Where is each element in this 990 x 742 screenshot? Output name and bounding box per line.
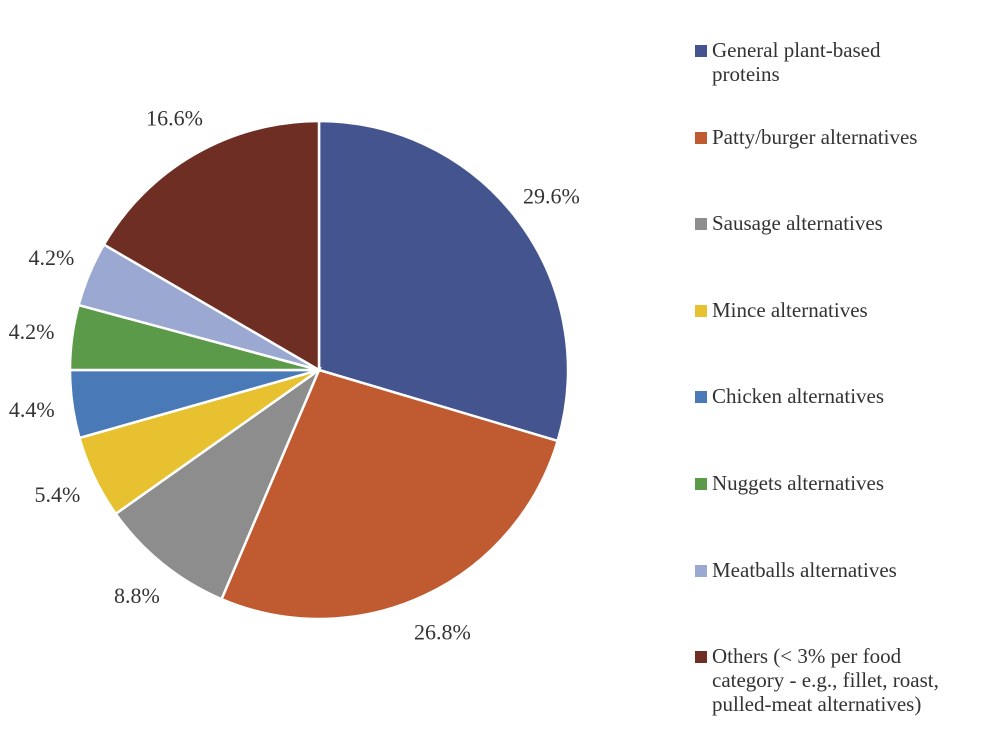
- pie-slice: [113, 366, 322, 601]
- legend-label: Others (< 3% per food category - e.g., f…: [712, 644, 939, 717]
- legend-swatch: [695, 391, 707, 404]
- legend-swatch: [695, 304, 707, 317]
- legend-swatch: [695, 478, 707, 490]
- data-label: 16.6%: [146, 106, 203, 131]
- legend-label: Mince alternatives: [712, 297, 868, 322]
- legend-item: Chicken alternatives: [695, 384, 965, 408]
- legend-label: Sausage alternatives: [712, 211, 883, 236]
- legend-item: Meatballs alternatives: [695, 558, 965, 582]
- legend-swatch: [695, 45, 707, 57]
- legend-item: General plant-based proteins: [695, 38, 915, 86]
- legend-label: Meatballs alternatives: [712, 557, 897, 582]
- legend-swatch: [695, 131, 707, 144]
- legend-item: Mince alternatives: [695, 298, 965, 322]
- legend-label: General plant-based proteins: [712, 38, 881, 86]
- data-label: 8.8%: [114, 583, 160, 608]
- pie-slice: [317, 119, 570, 443]
- legend-swatch: [695, 651, 707, 664]
- data-label: 26.8%: [414, 619, 471, 644]
- data-label: 5.4%: [34, 482, 80, 507]
- legend-swatch: [695, 564, 707, 577]
- pie-chart: 29.6% 26.8% 8.8% 5.4% 4.4% 4.2% 4.2% 16.6%: [9, 106, 580, 645]
- legend-label: Nuggets alternatives: [712, 471, 885, 495]
- legend-item: Sausage alternatives: [695, 211, 965, 235]
- legend-label: Patty/burger alternatives: [712, 124, 918, 149]
- pie-slice: [219, 368, 560, 621]
- pie-slice: [102, 119, 321, 373]
- data-label: 29.6%: [523, 184, 580, 209]
- data-label: 4.4%: [9, 397, 55, 422]
- legend-item: Others (< 3% per food category - e.g., f…: [695, 644, 965, 716]
- legend-item: Nuggets alternatives: [695, 471, 965, 495]
- legend-item: Patty/burger alternatives: [695, 125, 965, 149]
- data-label: 4.2%: [29, 245, 75, 270]
- data-label: 4.2%: [9, 319, 55, 344]
- legend-label: Chicken alternatives: [712, 384, 885, 409]
- legend-swatch: [695, 218, 707, 231]
